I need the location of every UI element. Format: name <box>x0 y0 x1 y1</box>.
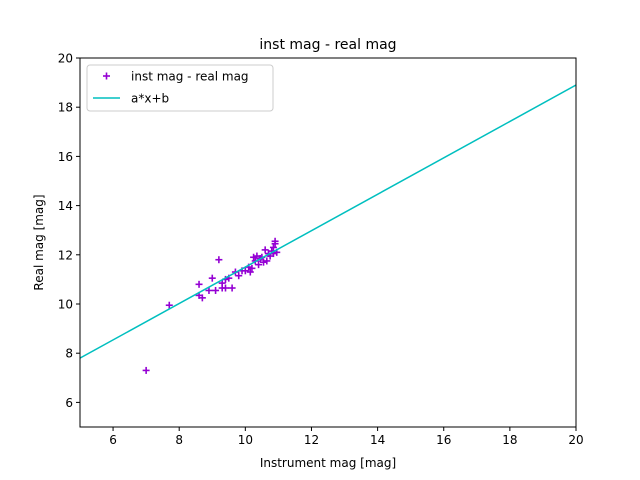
legend-label: inst mag - real mag <box>131 70 249 84</box>
y-axis-label: Real mag [mag] <box>32 194 46 290</box>
scatter-point <box>228 284 236 292</box>
legend-box <box>86 64 274 112</box>
scatter-point <box>250 253 258 261</box>
series-layer <box>80 84 576 374</box>
scatter-point <box>241 267 249 275</box>
scatter-point <box>261 246 269 254</box>
y-tick-label: 12 <box>58 248 73 262</box>
scatter-point <box>246 268 254 276</box>
chart-title: inst mag - real mag <box>259 37 396 53</box>
y-tick-label: 20 <box>58 52 73 66</box>
y-axis: 6 8 10 12 14 16 18 20 <box>58 52 80 410</box>
x-tick-label: 8 <box>175 433 183 447</box>
legend-plus-marker <box>103 72 110 80</box>
scatter-point <box>195 280 203 288</box>
x-axis: 6 8 10 12 14 16 18 20 <box>109 427 584 447</box>
x-axis-label: Instrument mag [mag] <box>260 456 396 470</box>
scatter-point <box>221 284 229 292</box>
scatter-point <box>212 286 220 294</box>
legend-label: a*x+b <box>131 92 169 106</box>
scatter-point <box>248 264 256 272</box>
x-tick-label: 12 <box>304 433 319 447</box>
scatter-point <box>263 257 271 265</box>
scatter-point <box>142 366 150 374</box>
scatter-point <box>260 258 268 266</box>
scatter-point <box>205 286 213 294</box>
y-tick-label: 16 <box>58 150 73 164</box>
y-tick-label: 8 <box>65 347 73 361</box>
scatter-point <box>198 294 206 302</box>
scatter-point <box>269 243 277 251</box>
y-tick-label: 18 <box>58 101 73 115</box>
x-tick-label: 14 <box>370 433 385 447</box>
scatter-point <box>215 256 223 264</box>
axes-frame <box>79 57 577 428</box>
x-tick-label: 18 <box>502 433 517 447</box>
legend: inst mag - real mag a*x+b <box>86 64 274 112</box>
y-tick-label: 10 <box>58 298 73 312</box>
x-tick-label: 6 <box>109 433 117 447</box>
x-tick-label: 16 <box>436 433 451 447</box>
y-tick-label: 6 <box>65 396 73 410</box>
scatter-point <box>255 261 263 269</box>
scatter-point <box>165 301 173 309</box>
scatter-point <box>271 237 279 245</box>
scatter-point <box>218 279 226 287</box>
y-tick-label: 14 <box>58 199 73 213</box>
legend-entry: inst mag - real mag <box>103 70 249 84</box>
legend-entry: a*x+b <box>93 92 169 106</box>
x-tick-label: 20 <box>568 433 583 447</box>
x-tick-label: 10 <box>238 433 253 447</box>
scatter-point <box>208 274 216 282</box>
scatter-point <box>235 272 243 280</box>
fit-line <box>80 84 576 359</box>
